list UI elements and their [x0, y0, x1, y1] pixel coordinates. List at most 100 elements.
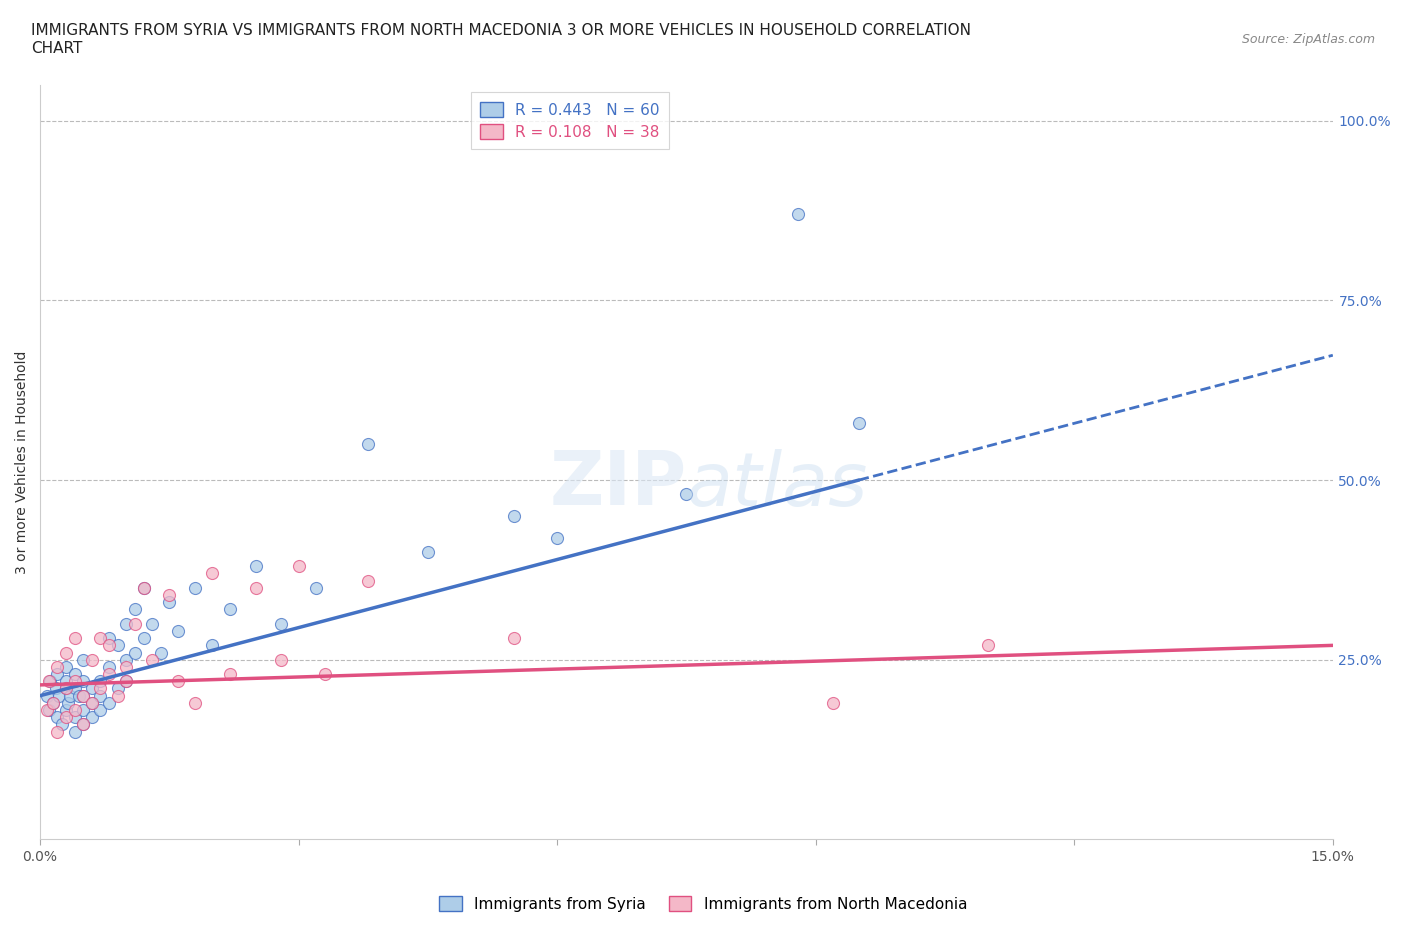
Point [167, 674, 190, 689]
Point [72, 652, 94, 667]
Point [63, 710, 86, 724]
Point [503, 631, 526, 645]
Point [98, 659, 121, 674]
Point [89, 681, 111, 696]
Point [184, 696, 207, 711]
Point [124, 602, 146, 617]
Point [63, 667, 86, 682]
Point [98, 638, 121, 653]
Legend: Immigrants from Syria, Immigrants from North Macedonia: Immigrants from Syria, Immigrants from N… [433, 889, 973, 918]
Point [132, 580, 155, 595]
Point [787, 206, 810, 221]
Point [201, 566, 224, 581]
Point [42, 696, 65, 711]
Point [56, 696, 79, 711]
Point [55, 703, 77, 718]
Point [124, 645, 146, 660]
Point [72, 674, 94, 689]
Point [89, 631, 111, 645]
Point [89, 674, 111, 689]
Point [89, 688, 111, 703]
Point [80, 652, 103, 667]
Point [80, 696, 103, 711]
Point [98, 631, 121, 645]
Point [48, 688, 70, 703]
Point [167, 623, 190, 638]
Point [305, 580, 328, 595]
Point [107, 688, 129, 703]
Point [115, 659, 138, 674]
Point [46, 659, 69, 674]
Point [72, 703, 94, 718]
Point [67, 688, 90, 703]
Point [59, 688, 82, 703]
Point [201, 638, 224, 653]
Point [63, 631, 86, 645]
Point [107, 681, 129, 696]
Y-axis label: 3 or more Vehicles in Household: 3 or more Vehicles in Household [15, 351, 30, 574]
Point [46, 667, 69, 682]
Point [356, 573, 378, 588]
Point [51, 717, 73, 732]
Point [314, 667, 336, 682]
Point [821, 696, 844, 711]
Point [89, 703, 111, 718]
Point [98, 667, 121, 682]
Point [45, 681, 67, 696]
Point [38, 674, 60, 689]
Point [39, 674, 62, 689]
Point [977, 638, 1000, 653]
Point [63, 674, 86, 689]
Point [157, 595, 180, 610]
Text: ZIP: ZIP [550, 448, 686, 521]
Point [72, 688, 94, 703]
Text: Source: ZipAtlas.com: Source: ZipAtlas.com [1241, 33, 1375, 46]
Point [245, 559, 267, 574]
Point [63, 681, 86, 696]
Point [546, 530, 568, 545]
Point [287, 559, 309, 574]
Point [503, 509, 526, 524]
Point [63, 724, 86, 739]
Point [675, 487, 697, 502]
Point [55, 681, 77, 696]
Point [141, 617, 163, 631]
Point [63, 703, 86, 718]
Point [55, 681, 77, 696]
Point [98, 696, 121, 711]
Point [55, 645, 77, 660]
Point [141, 652, 163, 667]
Point [132, 580, 155, 595]
Point [218, 602, 240, 617]
Point [218, 667, 240, 682]
Text: IMMIGRANTS FROM SYRIA VS IMMIGRANTS FROM NORTH MACEDONIA 3 OR MORE VEHICLES IN H: IMMIGRANTS FROM SYRIA VS IMMIGRANTS FROM… [31, 23, 972, 56]
Legend: R = 0.443   N = 60, R = 0.108   N = 38: R = 0.443 N = 60, R = 0.108 N = 38 [471, 92, 669, 149]
Point [245, 580, 267, 595]
Point [42, 696, 65, 711]
Point [124, 617, 146, 631]
Point [132, 631, 155, 645]
Point [115, 674, 138, 689]
Point [46, 724, 69, 739]
Point [848, 415, 870, 430]
Point [55, 674, 77, 689]
Text: atlas: atlas [686, 449, 868, 521]
Point [72, 717, 94, 732]
Point [149, 645, 172, 660]
Point [115, 652, 138, 667]
Point [270, 652, 292, 667]
Point [80, 681, 103, 696]
Point [46, 710, 69, 724]
Point [80, 710, 103, 724]
Point [157, 588, 180, 603]
Point [107, 638, 129, 653]
Point [38, 703, 60, 718]
Point [80, 696, 103, 711]
Point [35, 703, 58, 718]
Point [270, 617, 292, 631]
Point [184, 580, 207, 595]
Point [356, 437, 378, 452]
Point [115, 617, 138, 631]
Point [72, 717, 94, 732]
Point [55, 710, 77, 724]
